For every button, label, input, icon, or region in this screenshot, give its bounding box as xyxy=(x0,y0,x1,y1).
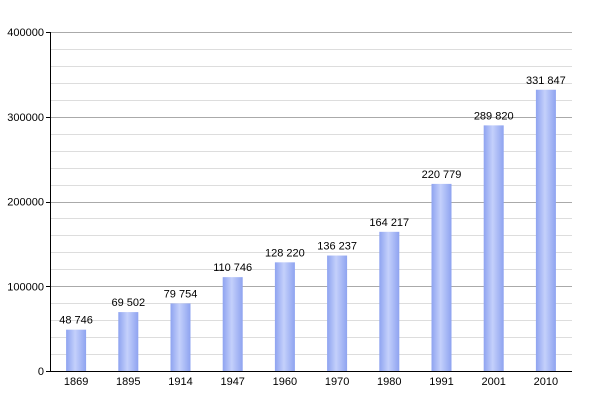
x-tick-label-1869: 1869 xyxy=(64,376,88,388)
y-tick-label-200000: 200000 xyxy=(7,197,44,209)
data-label-1970: 136 237 xyxy=(317,241,357,253)
axes xyxy=(50,32,572,372)
x-tick-label-1980: 1980 xyxy=(377,376,401,388)
data-labels: 48 746 69 502 79 754 110 746 128 220 136 237 1… xyxy=(59,75,566,327)
x-tick-label-1991: 1991 xyxy=(429,376,453,388)
y-tick-label-400000: 400000 xyxy=(7,27,44,39)
data-label-1991: 220 779 xyxy=(422,169,462,181)
x-tick-label-1914: 1914 xyxy=(168,376,192,388)
y-tick-label-300000: 300000 xyxy=(7,112,44,124)
data-label-1895: 69 502 xyxy=(111,297,145,309)
bar-1980 xyxy=(379,231,400,371)
data-label-1869: 48 746 xyxy=(59,315,93,327)
data-label-1947: 110 746 xyxy=(213,262,252,274)
x-tick-label-1895: 1895 xyxy=(116,376,140,388)
data-label-2001: 289 820 xyxy=(474,110,514,122)
x-tick-label-1947: 1947 xyxy=(220,376,244,388)
bar-2001 xyxy=(483,125,504,371)
bar-1869 xyxy=(66,329,87,371)
data-label-1980: 164 217 xyxy=(369,217,409,229)
grid-lines xyxy=(50,32,572,355)
data-label-2010: 331 847 xyxy=(526,75,566,87)
x-tick-label-1960: 1960 xyxy=(273,376,297,388)
y-tick-labels: 0 100000 200000 300000 400000 xyxy=(7,27,50,378)
x-tick-labels: 1869 1895 1914 1947 1960 1970 1980 1991 2001 2010 xyxy=(64,376,558,388)
bar-1947 xyxy=(222,277,243,371)
data-label-1914: 79 754 xyxy=(164,288,198,300)
y-tick-label-100000: 100000 xyxy=(7,281,44,293)
data-label-1960: 128 220 xyxy=(265,247,305,259)
bar-2010 xyxy=(535,89,556,371)
bar-1895 xyxy=(118,312,139,371)
bar-1970 xyxy=(327,255,348,371)
x-tick-label-2001: 2001 xyxy=(481,376,505,388)
bar-1960 xyxy=(274,262,295,371)
bar-1991 xyxy=(431,183,452,371)
bar-1914 xyxy=(170,303,191,371)
bars xyxy=(66,89,556,371)
y-tick-label-0: 0 xyxy=(38,366,44,378)
x-tick-label-1970: 1970 xyxy=(325,376,349,388)
x-tick-label-2010: 2010 xyxy=(534,376,558,388)
